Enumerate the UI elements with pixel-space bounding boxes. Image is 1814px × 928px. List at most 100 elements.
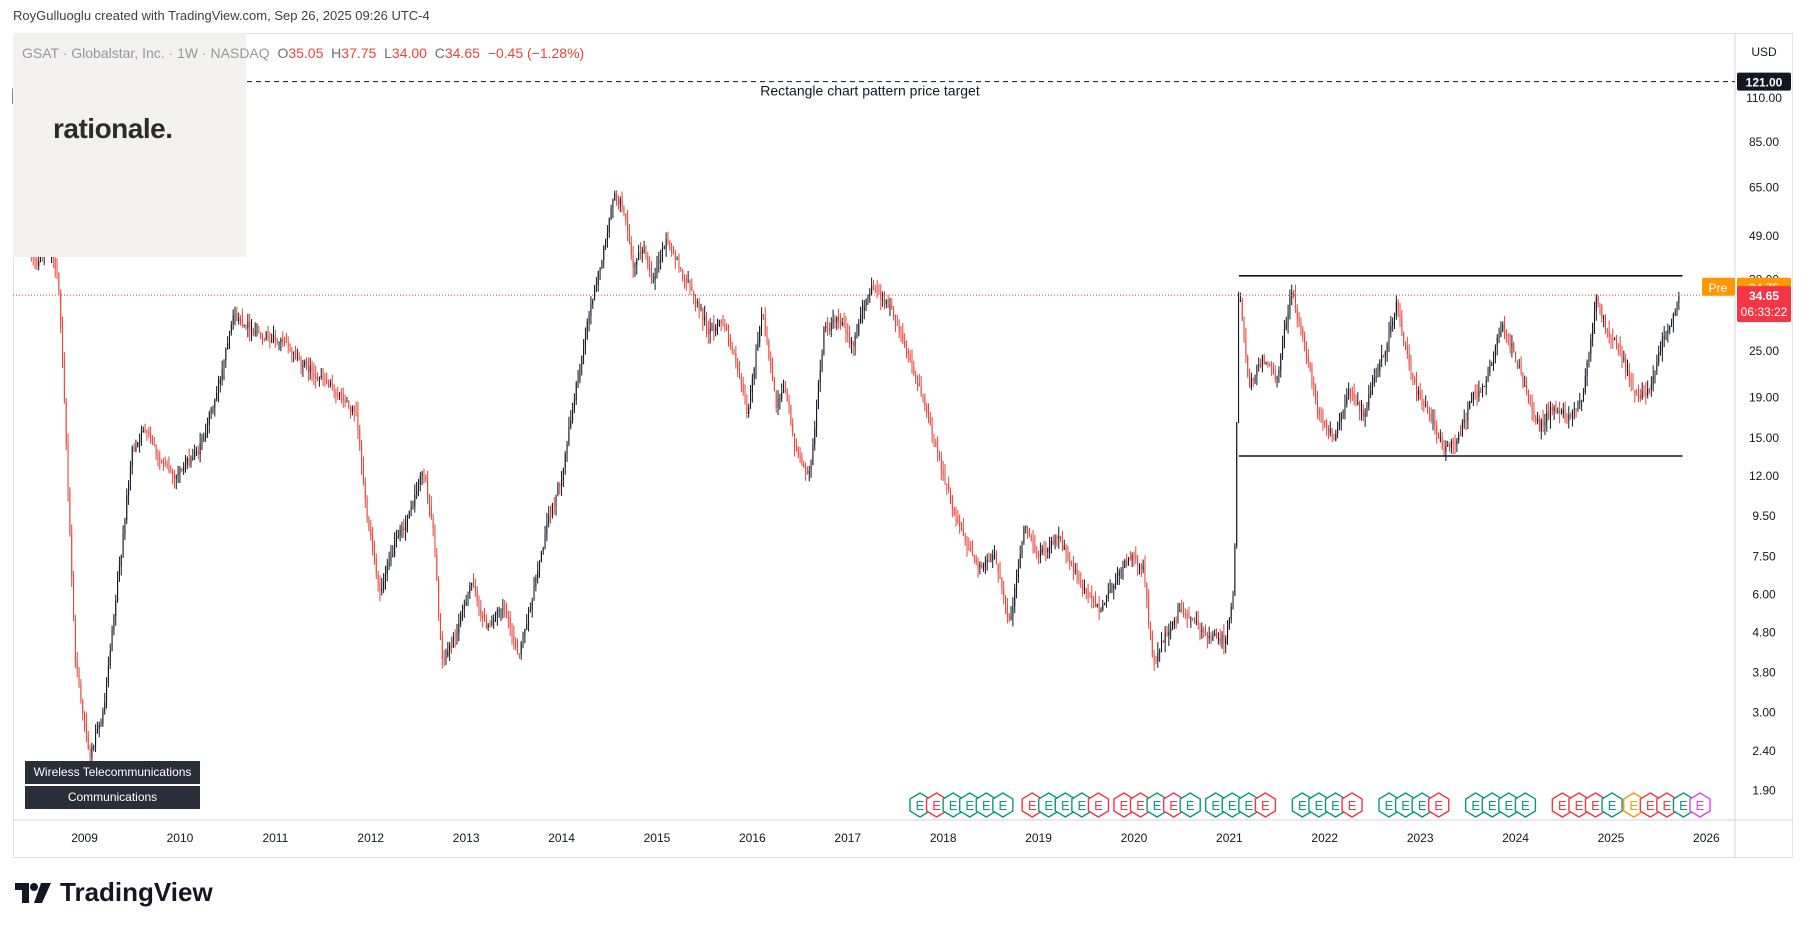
earnings-marker[interactable]: E [1087,792,1110,818]
sector-tag-sector[interactable]: Communications [25,786,200,809]
candle-body [1300,322,1302,330]
candle-body [594,285,596,301]
candle-body [1234,545,1236,596]
candle-body [1322,417,1324,421]
candle-body [173,473,175,479]
candle-body [528,609,530,625]
candle-body [799,455,801,459]
candle-body [1249,376,1251,388]
candle-body [153,444,155,446]
candle-body [1628,370,1630,380]
candle-body [531,600,533,610]
candle-body [828,328,830,332]
candle-body [234,312,236,316]
candle-body [117,580,119,601]
candle-body [188,458,190,466]
candle-body [1626,370,1628,372]
candle-body [335,391,337,395]
trend-lines: Rectangle chart pattern price target [13,81,1735,457]
candle-body [1619,345,1621,348]
candle-body [1340,413,1342,422]
candle-body [1267,361,1269,365]
candle-body [1232,595,1234,607]
earnings-letter: E [1434,798,1443,813]
candle-body [814,428,816,445]
candle-body [1214,633,1216,637]
earnings-marker[interactable]: E [1179,792,1201,818]
candle-body [1023,527,1025,543]
earnings-letter: E [1094,798,1103,813]
candle-body [1010,616,1012,621]
candle-body [641,250,643,254]
candle-body [1280,354,1282,371]
candle-body [217,383,219,393]
earnings-marker[interactable]: E [1689,792,1711,818]
candle-body [1093,598,1095,602]
candle-body [575,382,577,400]
earnings-letter: E [916,798,925,813]
candle-body [617,201,619,205]
candle-body [348,401,350,407]
candle-body [1485,380,1487,387]
earnings-letter: E [1211,798,1220,813]
candle-body [933,434,935,443]
candle-body [1309,361,1311,370]
candle-body [329,382,331,386]
candle-body [1362,409,1364,417]
candle-body [812,444,814,466]
candle-body [557,483,559,496]
earnings-letter: E [982,798,991,813]
candle-body [904,340,906,347]
candle-body [1463,419,1465,423]
earnings-marker[interactable]: E [1341,792,1363,818]
earnings-marker[interactable]: E [1514,792,1537,818]
candle-body [388,562,390,566]
candle-body [555,495,557,506]
candle-body [1538,418,1540,432]
candle-body [159,457,161,460]
candle-body [761,313,763,327]
candle-body [524,628,526,635]
candle-body [76,661,78,670]
candle-body [1478,390,1480,397]
candle-body [1669,325,1671,330]
candle-body [801,458,803,464]
candle-body [421,473,423,476]
tradingview-brand[interactable]: TradingView [14,877,213,908]
chart-frame[interactable] [13,33,1793,858]
candle-body [579,365,581,381]
candle-body [786,391,788,402]
earnings-marker[interactable]: E [992,792,1014,818]
x-tick-label: 2017 [834,831,861,845]
earnings-marker[interactable]: E [1601,792,1623,818]
candle-body [247,321,249,329]
candle-body [1368,394,1370,408]
candle-body [1665,332,1667,337]
candle-body [1489,365,1491,374]
candle-body [766,335,768,342]
candle-body [428,499,430,507]
earnings-marker[interactable]: E [1428,792,1450,818]
candle-body [65,401,67,444]
y-tick-label: 2.40 [1752,744,1776,758]
candle-body [614,193,616,201]
candle-body [948,484,950,489]
candle-body [195,450,197,452]
candle-body [300,359,302,367]
candle-body [258,330,260,334]
candle-body [1612,338,1614,340]
candle-body [1085,587,1087,593]
earnings-marker[interactable]: E [1254,792,1277,818]
candle-body [1316,400,1318,410]
candle-body [1406,345,1408,354]
candle-body [894,318,896,325]
candle-body [1337,429,1339,434]
candle-body [1126,560,1128,566]
candle-body [1245,338,1247,358]
candle-body [1599,303,1601,306]
sector-tag-industry[interactable]: Wireless Telecommunications [25,761,200,784]
candle-body [1102,604,1104,610]
candle-body [1408,353,1410,364]
candle-body [1672,313,1674,322]
